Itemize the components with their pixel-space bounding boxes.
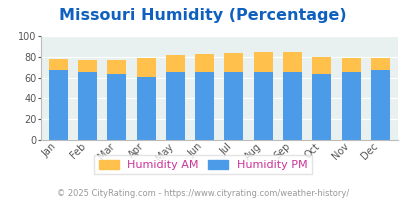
Bar: [282, 52, 301, 72]
Legend: Humidity AM, Humidity PM: Humidity AM, Humidity PM: [94, 155, 311, 174]
Bar: [341, 72, 360, 140]
Bar: [253, 72, 272, 140]
Bar: [194, 72, 213, 140]
Bar: [136, 77, 155, 140]
Text: Missouri Humidity (Percentage): Missouri Humidity (Percentage): [59, 8, 346, 23]
Bar: [78, 72, 97, 140]
Bar: [370, 58, 389, 70]
Bar: [253, 52, 272, 72]
Bar: [107, 60, 126, 74]
Bar: [311, 74, 330, 140]
Bar: [370, 70, 389, 140]
Bar: [165, 72, 184, 140]
Bar: [49, 59, 68, 70]
Bar: [49, 70, 68, 140]
Bar: [107, 74, 126, 140]
Text: © 2025 CityRating.com - https://www.cityrating.com/weather-history/: © 2025 CityRating.com - https://www.city…: [57, 189, 348, 198]
Bar: [136, 58, 155, 77]
Bar: [341, 58, 360, 72]
Bar: [311, 57, 330, 74]
Bar: [194, 54, 213, 72]
Bar: [224, 53, 243, 72]
Bar: [78, 60, 97, 72]
Bar: [165, 55, 184, 72]
Bar: [224, 72, 243, 140]
Bar: [282, 72, 301, 140]
